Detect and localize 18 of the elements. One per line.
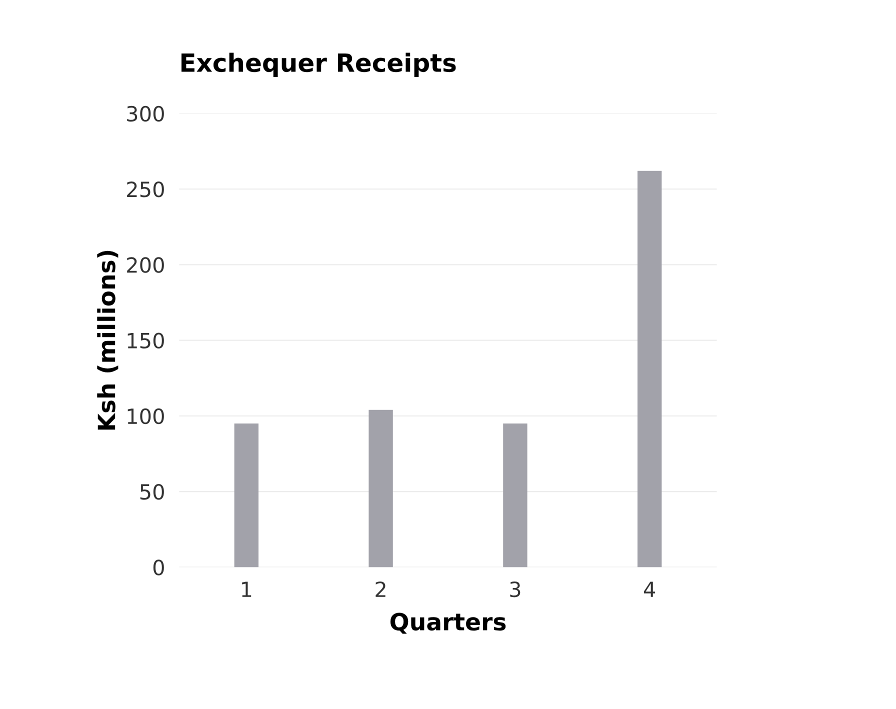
y-axis-title: Ksh (millions) xyxy=(97,250,118,430)
bar xyxy=(503,424,528,568)
x-tick-label: 4 xyxy=(644,582,656,597)
y-tick-label: 50 xyxy=(140,484,164,500)
x-tick-label: 1 xyxy=(242,582,252,597)
x-axis-title: Quarters xyxy=(390,612,506,634)
y-tick-label: 150 xyxy=(128,332,164,349)
bar xyxy=(234,424,258,568)
y-tick-label: 200 xyxy=(127,257,164,273)
x-tick-label: 3 xyxy=(510,581,520,598)
bar xyxy=(368,410,393,568)
y-tick-label: 100 xyxy=(128,408,164,424)
y-tick-label: 250 xyxy=(127,182,164,198)
y-tick-label: 300 xyxy=(127,106,164,122)
x-tick-label: 2 xyxy=(376,581,386,597)
chart-title: Exchequer Receipts xyxy=(181,52,456,77)
bar xyxy=(638,170,662,568)
y-tick-label: 0 xyxy=(153,560,164,576)
